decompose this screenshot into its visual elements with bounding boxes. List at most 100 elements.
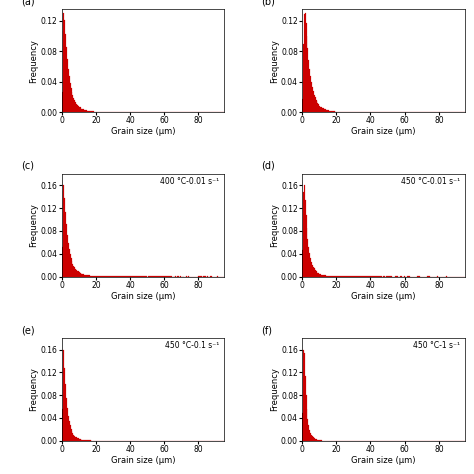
Bar xyxy=(83,274,84,276)
Bar xyxy=(92,111,93,112)
Bar xyxy=(70,254,71,276)
Bar xyxy=(321,274,322,276)
Bar xyxy=(74,267,75,276)
Bar xyxy=(66,224,67,276)
Bar xyxy=(77,271,78,276)
Bar xyxy=(81,439,82,441)
Bar xyxy=(79,272,80,276)
Bar xyxy=(303,191,304,276)
Bar xyxy=(96,111,97,112)
X-axis label: Grain size (μm): Grain size (μm) xyxy=(110,292,175,301)
Bar xyxy=(304,14,305,112)
Bar xyxy=(305,200,306,276)
Bar xyxy=(323,109,324,112)
Bar xyxy=(310,433,311,441)
Bar xyxy=(333,111,334,112)
Text: 450 °C-0.01 s⁻¹: 450 °C-0.01 s⁻¹ xyxy=(401,177,460,186)
Text: (d): (d) xyxy=(262,161,275,171)
Bar xyxy=(311,435,312,441)
Bar xyxy=(85,275,86,276)
Bar xyxy=(94,111,95,112)
Bar xyxy=(326,275,327,276)
Bar xyxy=(90,111,91,112)
Bar xyxy=(83,440,84,441)
Bar xyxy=(93,111,94,112)
Bar xyxy=(315,270,316,276)
Bar xyxy=(65,384,66,441)
Bar xyxy=(317,101,318,112)
Bar xyxy=(68,416,69,441)
Bar xyxy=(332,111,333,112)
Text: (c): (c) xyxy=(21,161,34,171)
Bar xyxy=(73,98,74,112)
Bar xyxy=(81,273,82,276)
Bar xyxy=(317,272,318,276)
Bar xyxy=(304,185,305,276)
Bar xyxy=(62,92,63,112)
Bar xyxy=(311,262,312,276)
Bar xyxy=(310,76,311,112)
Bar xyxy=(82,440,83,441)
Bar xyxy=(303,44,304,112)
Bar xyxy=(312,264,313,276)
Bar xyxy=(85,440,86,441)
Y-axis label: Frequency: Frequency xyxy=(29,203,38,247)
Bar xyxy=(90,275,91,276)
Bar xyxy=(69,249,70,276)
Bar xyxy=(79,107,80,112)
Bar xyxy=(86,440,87,441)
Bar xyxy=(78,106,79,112)
Text: 450 °C-0.1 s⁻¹: 450 °C-0.1 s⁻¹ xyxy=(165,341,219,350)
Bar xyxy=(330,111,331,112)
Bar xyxy=(305,13,306,112)
Bar xyxy=(313,438,314,441)
Bar xyxy=(71,429,72,441)
Bar xyxy=(335,111,336,112)
Bar xyxy=(324,275,325,276)
Bar xyxy=(65,34,66,112)
Bar xyxy=(75,269,76,276)
Bar xyxy=(86,275,87,276)
Bar xyxy=(68,243,69,276)
X-axis label: Grain size (μm): Grain size (μm) xyxy=(351,128,416,137)
Bar xyxy=(320,274,321,276)
Bar xyxy=(321,107,322,112)
Bar xyxy=(309,253,310,276)
Bar xyxy=(326,109,327,112)
Bar xyxy=(306,395,307,441)
Bar xyxy=(86,110,87,112)
Bar xyxy=(322,275,323,276)
Bar xyxy=(309,69,310,112)
Y-axis label: Frequency: Frequency xyxy=(270,367,279,411)
Bar xyxy=(81,108,82,112)
Bar xyxy=(84,110,85,112)
Bar xyxy=(324,109,325,112)
Bar xyxy=(64,368,65,441)
Bar xyxy=(307,228,308,276)
Bar xyxy=(75,437,76,441)
Bar xyxy=(318,440,319,441)
Bar xyxy=(317,440,318,441)
Bar xyxy=(312,437,313,441)
Text: (f): (f) xyxy=(262,325,273,335)
Bar xyxy=(73,265,74,276)
Bar xyxy=(319,106,320,112)
Bar xyxy=(337,111,338,112)
Bar xyxy=(331,111,332,112)
Bar xyxy=(308,419,309,441)
Bar xyxy=(74,100,75,112)
Bar xyxy=(68,69,69,112)
Bar xyxy=(70,425,71,441)
Y-axis label: Frequency: Frequency xyxy=(29,39,38,83)
Bar xyxy=(302,100,303,112)
X-axis label: Grain size (μm): Grain size (μm) xyxy=(110,128,175,137)
Bar xyxy=(325,109,326,112)
Bar xyxy=(64,19,65,112)
X-axis label: Grain size (μm): Grain size (μm) xyxy=(351,456,416,465)
Bar xyxy=(69,421,70,441)
Bar xyxy=(66,47,67,112)
Bar xyxy=(329,110,330,112)
Bar xyxy=(307,36,308,112)
Bar xyxy=(322,108,323,112)
Bar xyxy=(87,110,88,112)
